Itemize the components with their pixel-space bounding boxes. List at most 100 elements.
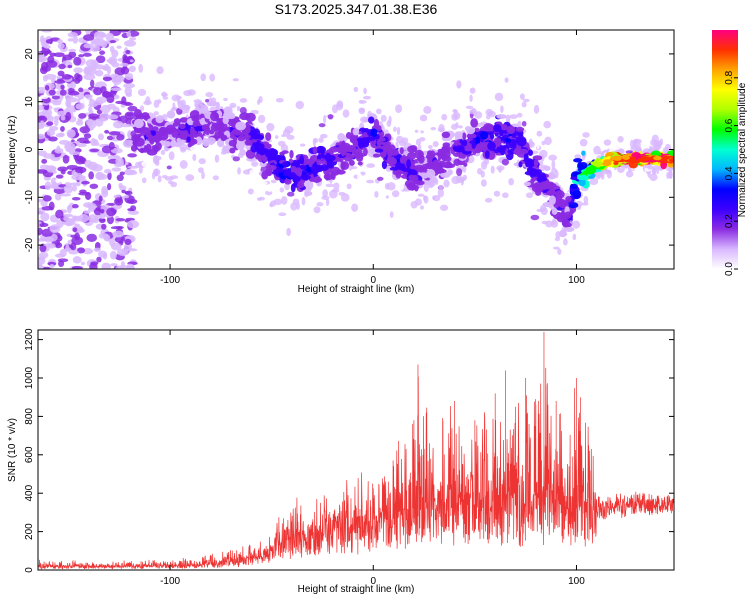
spectrogram-ridge-blob [573, 158, 583, 163]
spectrogram-speckle [99, 50, 106, 55]
spectrogram-speckle [96, 256, 102, 263]
spectrogram-halo [198, 158, 206, 165]
spectrogram-speckle [65, 143, 71, 149]
spectrogram-halo [469, 109, 476, 115]
snr-frame [37, 329, 675, 571]
spectrogram-ridge-blob [414, 180, 425, 186]
spectrogram-halo [296, 202, 300, 210]
spectrogram-halo [438, 123, 445, 133]
spectrogram-speckle [85, 118, 94, 127]
spectrogram-ridge-blob [483, 123, 494, 132]
spectrogram-halo [423, 195, 427, 201]
spectrogram-ridge-blob [341, 149, 346, 157]
spectrogram-halo [320, 133, 328, 139]
spectrogram-speckle [111, 167, 122, 172]
spectrogram-speckle [71, 266, 83, 269]
spectrogram-speckle [73, 67, 83, 74]
spectrogram-speckle [102, 76, 113, 82]
spectrogram-speckle [39, 251, 49, 259]
spectrogram-speckle [101, 189, 109, 198]
spectrogram-speckle [119, 171, 125, 176]
spectrogram-ridge-blob [527, 149, 533, 156]
spectrogram-speckle [59, 248, 67, 258]
spectrogram-halo [582, 132, 590, 138]
spectrogram-ridge-blob [518, 161, 523, 168]
spectrogram-speckle [49, 264, 55, 269]
spectrogram-speckle [88, 103, 98, 108]
spectrogram-speckle [86, 66, 95, 72]
spectrogram-core-blob [580, 174, 587, 179]
spectrogram-speckle [86, 233, 98, 243]
spectrogram-halo [232, 78, 239, 82]
spectrogram-halo [323, 114, 327, 124]
spectrogram-ridge-blob [299, 174, 311, 181]
spectrogram-ridge-blob [406, 159, 411, 169]
spectrogram-speckle [48, 201, 55, 211]
spectrogram-speckle [115, 265, 125, 269]
spectrogram-ridge-blob [304, 191, 313, 197]
spectrogram-speckle [119, 62, 129, 67]
spectrogram-speckle [45, 165, 57, 171]
spectrogram-ridge-blob [399, 156, 407, 164]
spectrogram-halo [581, 202, 589, 206]
spectrogram-ridge-blob [189, 127, 196, 137]
spectrogram-speckle [125, 49, 131, 55]
spectrogram-ridge-blob [289, 150, 294, 159]
spectrogram-ridge-blob [258, 147, 266, 152]
spectrogram-speckle [44, 243, 54, 247]
spectrogram-x-label: Height of straight line (km) [298, 284, 415, 295]
spectrogram-speckle [120, 101, 132, 106]
spectrogram-halo [158, 158, 167, 166]
spectrogram-y-tick-label: 20 [24, 48, 35, 60]
spectrogram-ridge-blob [296, 159, 304, 164]
spectrogram-halo [423, 105, 432, 114]
spectrogram-halo [357, 172, 362, 182]
spectrogram-ridge-blob [312, 146, 318, 155]
spectrogram-speckle [93, 64, 105, 70]
spectrogram-speckle [56, 110, 68, 116]
spectrogram-speckle [47, 55, 55, 64]
spectrogram-halo [391, 190, 400, 198]
spectrogram-speckle [110, 263, 118, 267]
spectrogram-ridge-blob [453, 152, 461, 157]
spectrogram-halo [137, 88, 147, 96]
spectrogram-ridge-blob [496, 114, 507, 119]
spectrogram-halo [386, 120, 392, 128]
spectrogram-ridge-blob [516, 136, 527, 147]
spectrogram-halo [647, 165, 654, 170]
spectrogram-halo [583, 195, 589, 204]
spectrogram-speckle [57, 166, 68, 172]
spectrogram-halo [530, 214, 540, 221]
spectrogram-speckle [112, 230, 125, 238]
spectrogram-halo [603, 139, 612, 146]
spectrogram-speckle [123, 83, 136, 89]
spectrogram-halo [476, 173, 481, 182]
spectrogram-halo [346, 183, 352, 190]
spectrogram-halo [342, 109, 350, 118]
spectrogram-halo [287, 221, 293, 227]
spectrogram-ridge-blob [463, 162, 468, 167]
spectrogram-speckle [90, 79, 95, 88]
spectrogram-speckle [79, 126, 91, 134]
spectrogram-ridge-blob [250, 144, 259, 153]
spectrogram-halo [469, 87, 476, 94]
spectrogram-halo [304, 115, 313, 123]
spectrogram-halo [410, 201, 418, 209]
spectrogram-halo [281, 195, 288, 205]
spectrogram-ridge-blob [408, 174, 416, 181]
spectrogram-halo [138, 164, 143, 174]
spectrogram-speckle [110, 242, 122, 251]
spectrogram-halo [193, 99, 202, 104]
spectrogram-halo [455, 122, 459, 128]
spectrogram-halo [572, 220, 581, 229]
spectrogram-speckle [78, 54, 85, 58]
spectrogram-ridge-blob [548, 195, 556, 205]
spectrogram-halo [229, 102, 237, 109]
spectrogram-halo [545, 220, 554, 228]
spectrogram-halo [617, 135, 624, 143]
spectrogram-halo [381, 190, 386, 196]
spectrogram-ridge-blob [572, 189, 582, 199]
spectrogram-halo [419, 114, 428, 122]
spectrogram-halo [490, 165, 495, 174]
spectrogram-ridge-blob [327, 155, 336, 161]
